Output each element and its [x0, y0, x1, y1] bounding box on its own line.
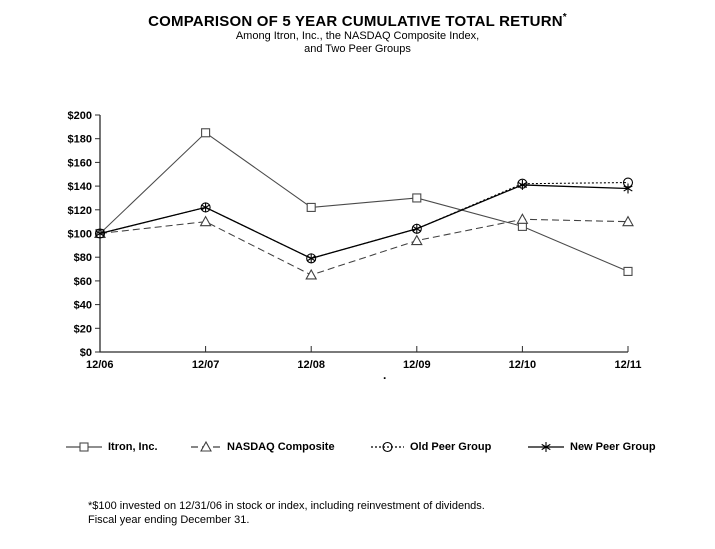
series-line: [99, 218, 629, 276]
star-marker-icon: [412, 223, 422, 234]
stray-dot: .: [383, 368, 387, 382]
footnote-line2: Fiscal year ending December 31.: [88, 514, 250, 526]
legend: Itron, Inc. NASDAQ Composite Old Peer Gr…: [0, 439, 715, 457]
x-tick-label: 12/06: [86, 359, 114, 371]
x-tick-label: 12/08: [297, 359, 325, 371]
chart-plot-area: $0 $20 $40 $60 $80 $100 $120 $140 $160 $180 $200 12…: [68, 110, 642, 371]
square-marker-icon: [412, 193, 422, 203]
star-marker-icon: [623, 183, 633, 194]
triangle-marker-icon: [305, 268, 318, 280]
legend-sample-itron: [66, 442, 102, 452]
y-tick-label: $0: [80, 347, 92, 359]
legend-sample-old-peer: [371, 441, 404, 453]
x-tick-label: 12/09: [403, 359, 431, 371]
y-tick-label: $100: [68, 229, 92, 241]
triangle-marker-icon: [199, 215, 212, 227]
legend-item-nasdaq: NASDAQ Composite: [191, 439, 335, 455]
legend-sample-nasdaq: [191, 440, 221, 452]
square-marker-icon: [201, 128, 211, 138]
circle-marker-icon: [382, 441, 393, 453]
legend-label-old-peer: Old Peer Group: [410, 441, 492, 453]
y-tick-label: $60: [74, 276, 92, 288]
legend-label-nasdaq: NASDAQ Composite: [227, 441, 335, 453]
square-marker-icon: [623, 266, 633, 276]
legend-label-itron: Itron, Inc.: [108, 441, 158, 453]
chart-subtitle-line2: and Two Peer Groups: [304, 43, 411, 55]
series-line: [99, 184, 629, 260]
y-tick-label: $180: [68, 134, 92, 146]
series-itron-inc-: [95, 128, 633, 276]
triangle-marker-icon: [622, 215, 634, 227]
star-marker-icon: [541, 442, 551, 452]
title-block: COMPARISON OF 5 YEAR CUMULATIVE TOTAL RE…: [0, 12, 715, 56]
x-tick-label: 12/10: [509, 359, 537, 371]
chart-title: COMPARISON OF 5 YEAR CUMULATIVE TOTAL RE…: [0, 12, 715, 30]
y-tick-label: $120: [68, 205, 92, 217]
star-marker-icon: [306, 253, 316, 264]
footnote-line1: *$100 invested on 12/31/06 in stock or i…: [88, 500, 485, 512]
series-old-peer-group: [94, 177, 634, 264]
legend-item-new-peer: New Peer Group: [528, 439, 656, 455]
star-marker-icon: [95, 228, 105, 239]
square-marker-icon: [79, 442, 89, 452]
footnote: *$100 invested on 12/31/06 in stock or i…: [88, 499, 485, 527]
chart-subtitle-line1: Among Itron, Inc., the NASDAQ Composite …: [235, 30, 480, 42]
square-marker-icon: [306, 202, 316, 212]
y-tick-label: $200: [68, 110, 92, 122]
y-tick-label: $80: [74, 252, 92, 264]
series-line: [99, 182, 629, 259]
x-tick-label: 12/07: [192, 359, 220, 371]
chart-title-asterisk: *: [562, 12, 567, 23]
legend-label-new-peer: New Peer Group: [570, 441, 656, 453]
y-tick-label: $140: [68, 181, 92, 193]
star-marker-icon: [517, 179, 527, 190]
y-tick-label: $160: [68, 157, 92, 169]
series-line: [99, 132, 629, 272]
star-marker-icon: [201, 202, 211, 213]
chart-title-text: COMPARISON OF 5 YEAR CUMULATIVE TOTAL RE…: [148, 13, 563, 30]
x-tick-label: 12/11: [615, 359, 642, 371]
series-new-peer-group: [95, 179, 633, 264]
triangle-marker-icon: [200, 440, 212, 452]
legend-item-old-peer: Old Peer Group: [371, 439, 491, 455]
axes-lines: [99, 115, 628, 353]
legend-sample-new-peer: [528, 442, 564, 452]
triangle-marker-icon: [410, 234, 423, 246]
y-tick-label: $40: [74, 300, 92, 312]
triangle-marker-icon: [516, 213, 529, 224]
series-nasdaq-composite: [94, 213, 634, 280]
y-tick-label: $20: [74, 323, 92, 335]
legend-item-itron: Itron, Inc.: [66, 439, 158, 455]
